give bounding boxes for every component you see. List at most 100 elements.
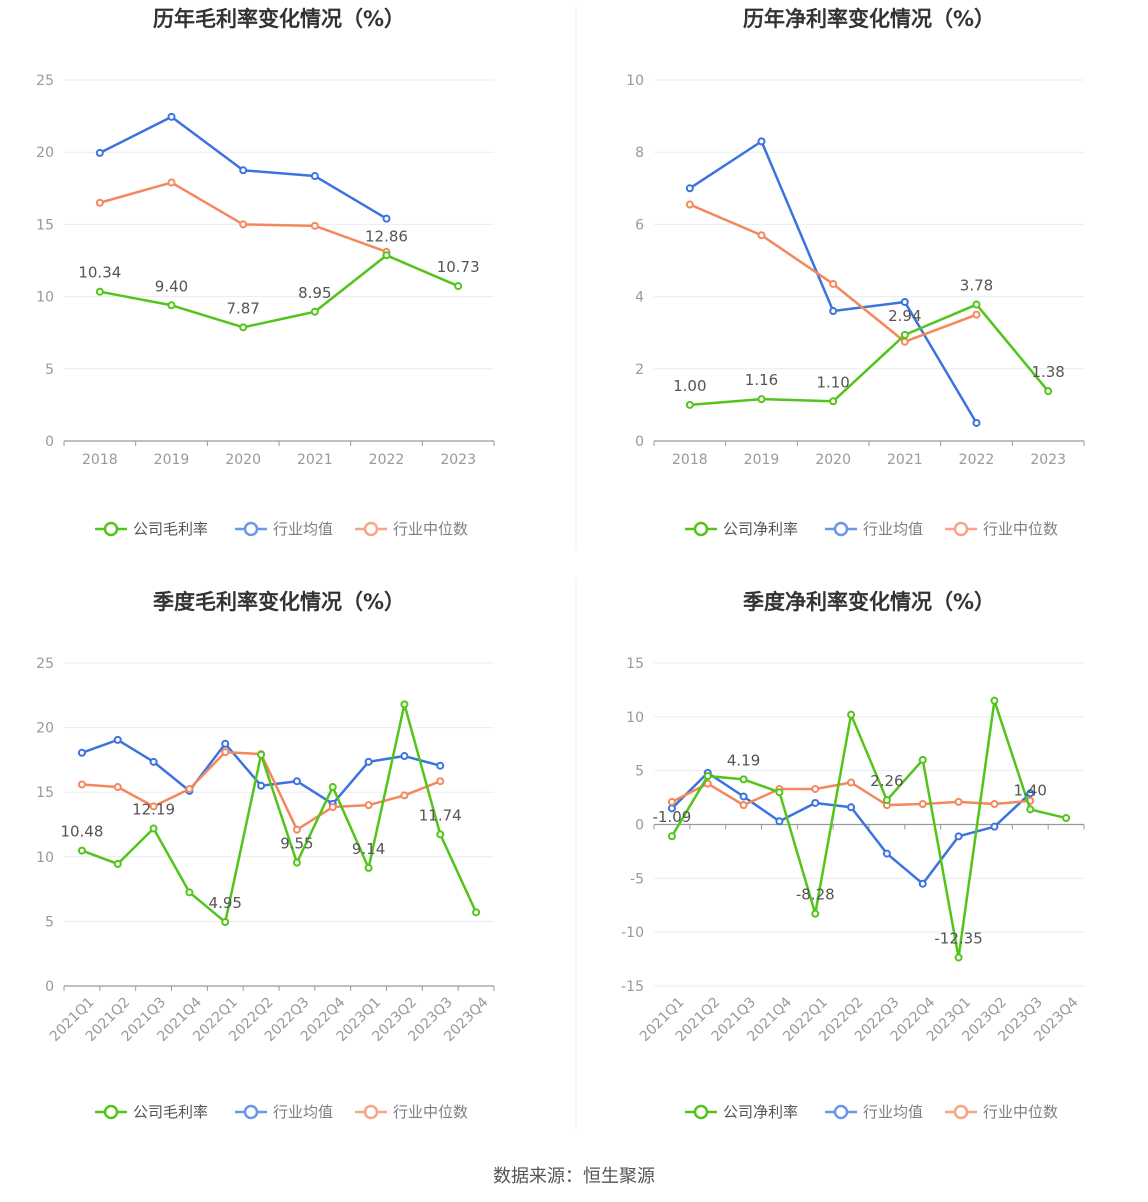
data-point-industry_avg[interactable] [685, 184, 694, 193]
data-point-company[interactable] [829, 397, 838, 406]
data-point-company[interactable] [667, 832, 676, 841]
data-point-company[interactable] [1062, 814, 1071, 823]
data-point-company[interactable] [811, 909, 820, 918]
data-point-industry_avg[interactable] [757, 137, 766, 146]
data-point-company[interactable] [685, 400, 694, 409]
data-point-industry_median[interactable] [847, 778, 856, 787]
legend-item-industry_avg[interactable]: 行业均值 [235, 520, 333, 538]
legend-item-industry_median[interactable]: 行业中位数 [945, 520, 1058, 538]
data-point-industry_median[interactable] [972, 310, 981, 319]
data-point-industry_median[interactable] [167, 178, 176, 187]
legend-item-industry_median[interactable]: 行业中位数 [355, 1103, 468, 1121]
data-point-company[interactable] [328, 783, 337, 792]
data-point-industry_avg[interactable] [954, 832, 963, 841]
data-point-industry_avg[interactable] [221, 739, 230, 748]
data-point-industry_avg[interactable] [436, 761, 445, 770]
data-point-industry_avg[interactable] [918, 879, 927, 888]
data-point-company[interactable] [954, 953, 963, 962]
legend-item-industry_avg[interactable]: 行业均值 [825, 520, 923, 538]
data-point-company[interactable] [364, 863, 373, 872]
data-point-industry_median[interactable] [113, 783, 122, 792]
data-point-company[interactable] [310, 307, 319, 316]
data-point-company[interactable] [757, 395, 766, 404]
legend-item-industry_avg[interactable]: 行业均值 [825, 1103, 923, 1121]
legend-item-company[interactable]: 公司毛利率 [95, 1103, 208, 1121]
data-point-industry_median[interactable] [811, 784, 820, 793]
data-point-industry_avg[interactable] [990, 822, 999, 831]
data-point-industry_median[interactable] [667, 797, 676, 806]
data-point-industry_median[interactable] [954, 797, 963, 806]
data-point-industry_median[interactable] [364, 801, 373, 810]
data-point-industry_median[interactable] [221, 748, 230, 757]
data-point-industry_avg[interactable] [167, 112, 176, 121]
data-point-industry_median[interactable] [703, 779, 712, 788]
data-point-industry_avg[interactable] [292, 777, 301, 786]
data-point-company[interactable] [990, 696, 999, 705]
data-point-industry_avg[interactable] [382, 214, 391, 223]
data-point-industry_avg[interactable] [972, 418, 981, 427]
data-point-industry_avg[interactable] [149, 757, 158, 766]
data-point-company[interactable] [77, 846, 86, 855]
data-point-company[interactable] [775, 788, 784, 797]
data-point-industry_median[interactable] [918, 800, 927, 809]
data-point-company[interactable] [1044, 387, 1053, 396]
data-point-industry_median[interactable] [239, 220, 248, 229]
data-point-industry_median[interactable] [400, 791, 409, 800]
legend-item-company[interactable]: 公司净利率 [685, 520, 798, 538]
data-point-industry_avg[interactable] [775, 817, 784, 826]
data-point-industry_median[interactable] [292, 825, 301, 834]
data-point-industry_avg[interactable] [900, 298, 909, 307]
data-point-industry_avg[interactable] [739, 792, 748, 801]
data-point-company[interactable] [900, 330, 909, 339]
data-point-industry_avg[interactable] [310, 172, 319, 181]
data-point-industry_median[interactable] [77, 780, 86, 789]
legend-item-industry_median[interactable]: 行业中位数 [355, 520, 468, 538]
data-point-industry_avg[interactable] [364, 757, 373, 766]
data-point-company[interactable] [1026, 805, 1035, 814]
data-point-industry_median[interactable] [95, 198, 104, 207]
data-point-industry_median[interactable] [829, 279, 838, 288]
data-point-industry_median[interactable] [310, 221, 319, 230]
data-point-company[interactable] [221, 918, 230, 927]
data-point-company[interactable] [185, 888, 194, 897]
data-point-company[interactable] [95, 287, 104, 296]
data-point-company[interactable] [239, 323, 248, 332]
data-point-company[interactable] [703, 772, 712, 781]
data-point-industry_avg[interactable] [400, 752, 409, 761]
data-point-company[interactable] [167, 301, 176, 310]
data-point-industry_median[interactable] [990, 800, 999, 809]
legend-item-industry_median[interactable]: 行业中位数 [945, 1103, 1058, 1121]
data-point-industry_avg[interactable] [113, 735, 122, 744]
data-point-industry_avg[interactable] [257, 781, 266, 790]
data-point-company[interactable] [918, 755, 927, 764]
data-point-industry_avg[interactable] [239, 166, 248, 175]
data-point-industry_avg[interactable] [77, 748, 86, 757]
data-point-company[interactable] [400, 700, 409, 709]
data-point-industry_median[interactable] [436, 777, 445, 786]
legend-item-industry_avg[interactable]: 行业均值 [235, 1103, 333, 1121]
legend-item-company[interactable]: 公司毛利率 [95, 520, 208, 538]
data-point-company[interactable] [472, 908, 481, 917]
data-point-industry_median[interactable] [185, 784, 194, 793]
data-point-industry_avg[interactable] [847, 803, 856, 812]
data-point-industry_median[interactable] [739, 801, 748, 810]
data-point-company[interactable] [882, 796, 891, 805]
legend-item-company[interactable]: 公司净利率 [685, 1103, 798, 1121]
data-point-company[interactable] [847, 710, 856, 719]
data-point-company[interactable] [113, 859, 122, 868]
data-point-industry_avg[interactable] [811, 798, 820, 807]
data-point-industry_avg[interactable] [882, 849, 891, 858]
data-point-industry_avg[interactable] [829, 307, 838, 316]
data-point-industry_median[interactable] [328, 803, 337, 812]
data-point-company[interactable] [382, 251, 391, 260]
data-point-company[interactable] [454, 282, 463, 291]
data-point-company[interactable] [257, 750, 266, 759]
data-point-industry_avg[interactable] [1026, 789, 1035, 798]
data-point-company[interactable] [292, 858, 301, 867]
data-point-industry_median[interactable] [757, 231, 766, 240]
data-point-company[interactable] [436, 830, 445, 839]
data-point-industry_avg[interactable] [95, 148, 104, 157]
data-point-industry_median[interactable] [900, 337, 909, 346]
data-point-company[interactable] [739, 775, 748, 784]
data-point-industry_median[interactable] [149, 802, 158, 811]
